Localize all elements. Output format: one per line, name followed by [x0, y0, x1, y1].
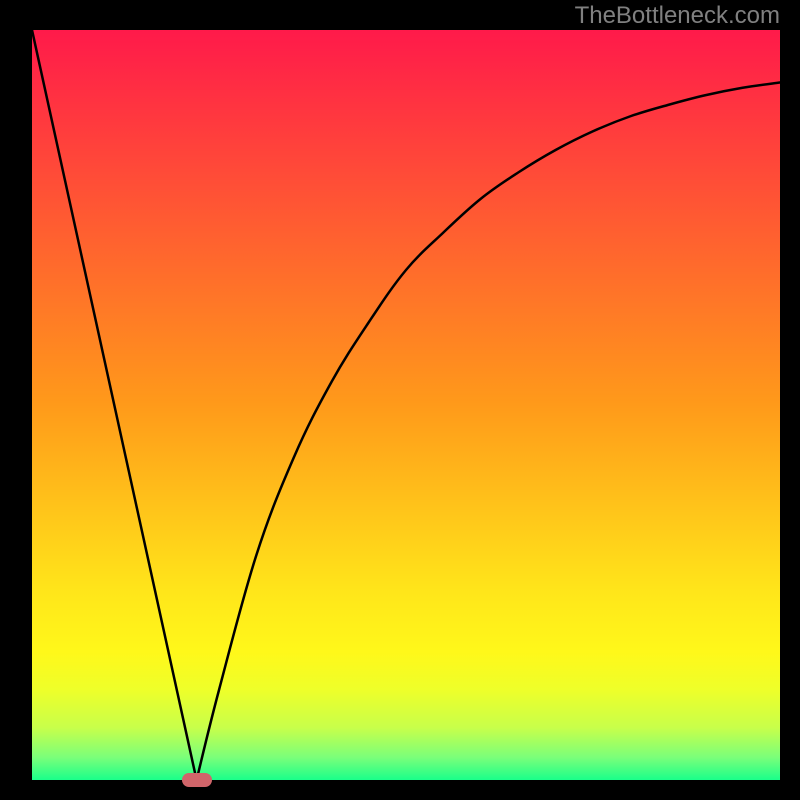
watermark-text: TheBottleneck.com — [575, 2, 780, 30]
minimum-marker — [182, 773, 212, 787]
plot-area — [32, 30, 780, 780]
chart-container: TheBottleneck.com — [0, 0, 800, 800]
curve-left-branch — [32, 30, 197, 780]
curve-layer — [32, 30, 780, 780]
curve-right-branch — [197, 83, 780, 781]
